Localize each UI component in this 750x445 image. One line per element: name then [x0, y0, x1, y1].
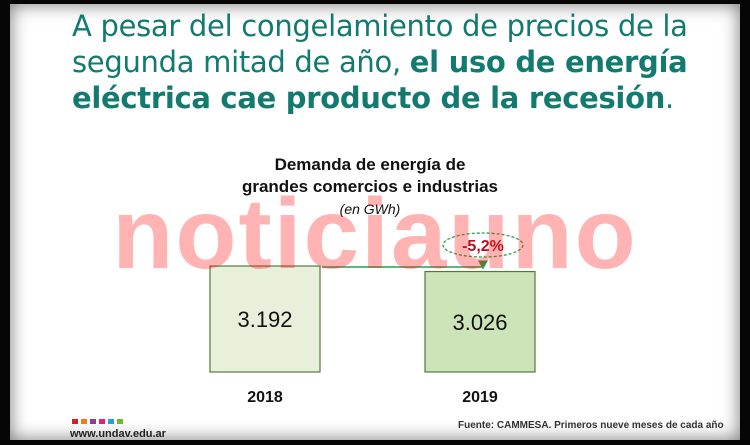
- x-tick-label: 2018: [247, 389, 283, 406]
- headline: A pesar del congelamiento de precios de …: [72, 8, 692, 116]
- chart-title: Demanda de energía de grandes comercios …: [220, 154, 520, 198]
- logo-dot: [90, 419, 96, 424]
- undav-logo-icon: [72, 419, 123, 424]
- headline-period: .: [665, 81, 674, 115]
- arrow-down-icon: [478, 260, 488, 270]
- headline-text: A pesar del congelamiento de precios de …: [72, 9, 688, 79]
- bar-chart: 3.192 2018 3.026 2019 -5,2%: [209, 232, 536, 406]
- logo-dot: [108, 419, 114, 424]
- bar-2018: [209, 265, 321, 373]
- logo-dot: [81, 419, 87, 424]
- chart-subtitle: (en GWh): [339, 201, 401, 217]
- chart-title-line-1: Demanda de energía de: [274, 155, 466, 174]
- infographic-card: A pesar del congelamiento de precios de …: [10, 4, 740, 440]
- bar-value-label: 3.192: [237, 307, 292, 332]
- source-note: Fuente: CAMMESA. Primeros nueve meses de…: [458, 420, 724, 431]
- site-url: www.undav.edu.ar: [70, 428, 166, 440]
- bar-2019: [424, 270, 536, 373]
- logo-dot: [72, 419, 78, 424]
- bar-value-label: 3.026: [452, 310, 507, 335]
- change-badge: [442, 232, 524, 258]
- change-connector-line: [322, 261, 484, 268]
- logo-dot: [99, 419, 105, 424]
- change-badge-label: -5,2%: [462, 238, 504, 255]
- chart-title-line-2: grandes comercios e industrias: [241, 177, 499, 196]
- headline-bold-text: el uso de energía eléctrica cae producto…: [72, 45, 688, 115]
- x-tick-label: 2019: [462, 389, 498, 406]
- logo-dot: [117, 419, 123, 424]
